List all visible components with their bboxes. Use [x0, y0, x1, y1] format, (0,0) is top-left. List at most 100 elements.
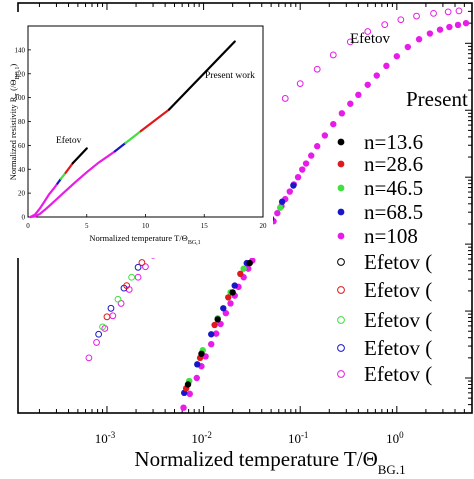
inset-x-axis-title: Normalized temperature T/ΘBG,1 — [89, 233, 200, 246]
data-point — [308, 152, 315, 159]
data-point — [237, 270, 244, 278]
data-point — [446, 23, 453, 31]
legend-marker — [337, 370, 345, 378]
legend-label: Efetov ( — [364, 308, 432, 332]
inset-curve-segment — [64, 162, 74, 174]
legend-marker — [337, 138, 345, 146]
legend-entry: n=68.5 — [337, 200, 423, 224]
data-point — [222, 309, 230, 317]
data-point — [294, 173, 302, 181]
inset-y-tick-label: 20 — [18, 190, 26, 198]
data-point — [138, 259, 146, 266]
data-point — [225, 294, 232, 301]
data-point — [278, 198, 286, 205]
x-tick-label: 10-1 — [288, 430, 309, 446]
data-point — [208, 331, 215, 338]
x-tick-label: 10-3 — [95, 430, 116, 446]
data-point — [109, 312, 117, 320]
data-point — [404, 43, 412, 51]
data-point — [198, 350, 205, 357]
data-point — [212, 330, 220, 337]
data-point — [373, 72, 380, 79]
data-point — [274, 209, 281, 217]
data-point — [276, 204, 284, 211]
data-point — [217, 320, 224, 328]
legend-label: Efetov ( — [364, 250, 432, 274]
inset-x-tick-label: 5 — [85, 222, 89, 230]
legend-title: Present — [406, 87, 468, 111]
data-point — [211, 321, 218, 329]
legend-marker — [337, 316, 345, 324]
data-point — [281, 95, 289, 102]
data-point — [134, 273, 142, 281]
data-point — [436, 26, 444, 33]
legend-entry: n=28.6 — [337, 152, 423, 176]
inset-y-tick-label: 120 — [15, 70, 26, 78]
inset-x-tick-label: 0 — [26, 222, 30, 230]
data-point — [214, 316, 221, 323]
data-point — [107, 304, 115, 312]
legend-label: Efetov ( — [364, 278, 432, 302]
data-point — [229, 289, 236, 296]
data-point — [128, 273, 136, 281]
inset-y-tick-label: 60 — [18, 142, 26, 150]
data-point — [227, 300, 234, 307]
legend-entry: Efetov ( — [337, 362, 432, 386]
legend-entry: n=46.5 — [337, 176, 423, 200]
data-point — [114, 295, 122, 303]
data-point — [364, 28, 372, 35]
data-point — [184, 381, 192, 388]
data-point — [286, 188, 293, 195]
inset-y-axis-title: Normalized resistivity RT (/ΘBG,1) — [8, 64, 21, 181]
data-point — [430, 9, 437, 17]
inset-chart: 0 5 10 15 20 0 20 40 60 80 100 120 140 Efetov Present … — [1, 12, 273, 258]
inset-curve-segment — [29, 182, 59, 219]
data-point — [444, 8, 452, 16]
data-point — [220, 305, 227, 312]
data-point — [330, 120, 337, 128]
data-point — [415, 36, 423, 43]
series-efetov- — [99, 273, 136, 331]
data-point — [383, 62, 390, 70]
inset-x-tick-label: 20 — [260, 222, 268, 230]
inset-y-tick-label: 140 — [15, 46, 26, 54]
data-point — [321, 132, 329, 139]
data-point — [194, 361, 201, 368]
legend: Presentn=13.6n=28.6n=46.5n=68.5n=108Efet… — [337, 87, 468, 386]
inset-y-tick-label: 40 — [18, 166, 26, 174]
inset-y-tick-label: 0 — [22, 214, 26, 222]
data-point — [347, 100, 354, 107]
inset-curve-segment — [124, 130, 142, 145]
data-point — [193, 374, 200, 382]
data-point — [338, 110, 346, 117]
legend-marker — [337, 160, 345, 168]
data-point — [117, 300, 125, 307]
data-point — [240, 265, 247, 272]
data-point — [299, 166, 306, 173]
data-point — [142, 263, 149, 271]
data-point — [393, 53, 401, 60]
data-point — [180, 404, 187, 411]
legend-marker — [337, 258, 345, 266]
legend-marker — [337, 344, 345, 352]
data-point — [364, 81, 371, 88]
legend-label: n=68.5 — [364, 200, 423, 224]
data-point — [454, 21, 462, 29]
inset-y-tick-label: 100 — [15, 94, 26, 102]
data-point — [314, 143, 321, 150]
x-tick-label: 10-2 — [191, 430, 212, 446]
data-point — [313, 65, 321, 73]
inset-curve-segment — [71, 147, 88, 165]
data-point — [397, 16, 405, 24]
data-point — [208, 340, 215, 348]
legend-label: n=108 — [364, 224, 418, 248]
inset-curve-segment — [113, 141, 127, 153]
main-annotations: Efetov — [350, 31, 390, 47]
legend-entry: Efetov ( — [337, 336, 432, 360]
data-point — [93, 339, 100, 346]
legend-label: n=28.6 — [364, 152, 423, 176]
legend-marker — [337, 232, 345, 240]
data-point — [134, 263, 142, 271]
